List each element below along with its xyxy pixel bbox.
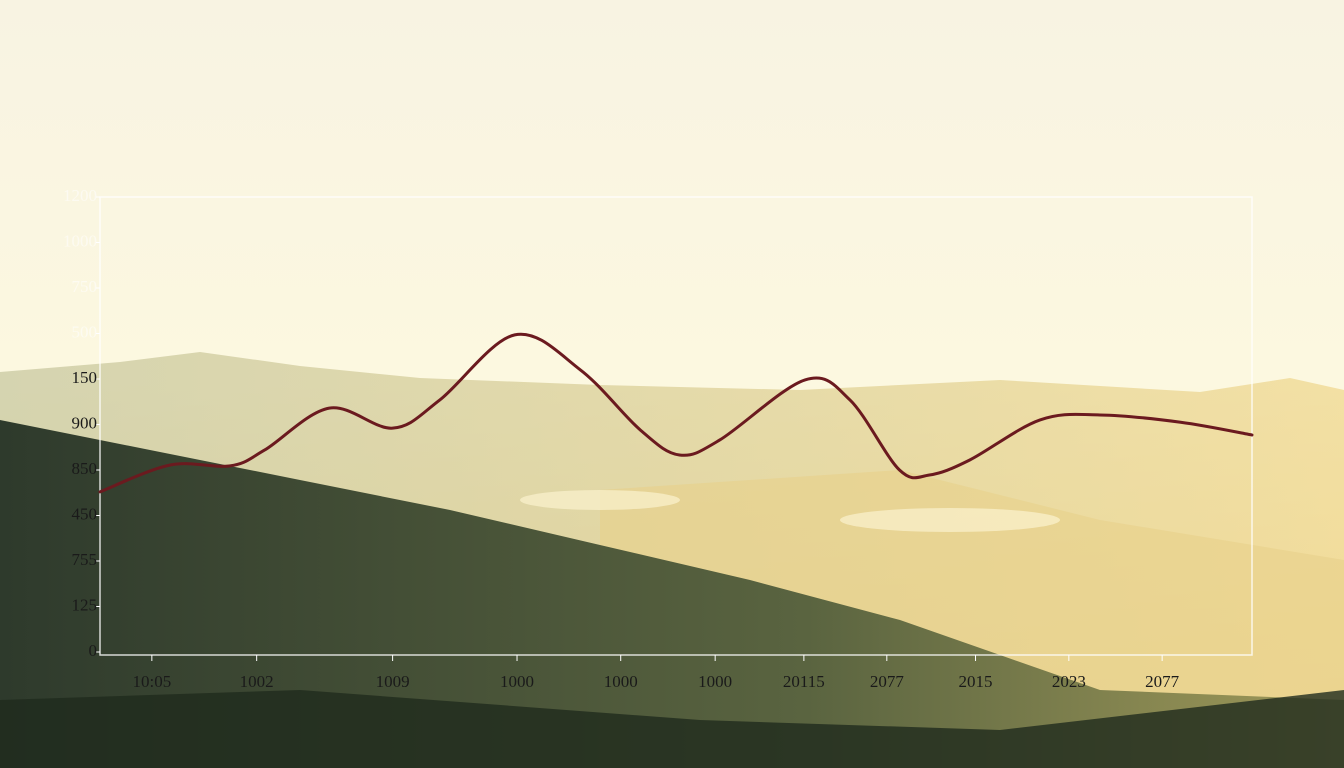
x-tick-label: 20115 <box>783 672 825 691</box>
x-tick-label: 1002 <box>240 672 274 691</box>
y-tick-label: 1200 <box>63 186 97 205</box>
y-tick-label: 125 <box>72 595 98 614</box>
foreground-trees <box>0 690 1344 768</box>
x-tick-label: 1000 <box>604 672 638 691</box>
y-tick-label: 500 <box>72 322 98 341</box>
y-tick-label: 0 <box>89 641 98 660</box>
x-tick-label: 2023 <box>1052 672 1086 691</box>
lake <box>840 508 1060 532</box>
x-tick-label: 10:05 <box>132 672 171 691</box>
y-tick-label: 1000 <box>63 231 97 250</box>
y-tick-label: 755 <box>72 550 98 569</box>
x-tick-label: 2077 <box>1145 672 1180 691</box>
forest-hill <box>0 420 1344 768</box>
x-tick-label: 1009 <box>376 672 410 691</box>
x-tick-label: 2015 <box>959 672 993 691</box>
lake <box>520 490 680 510</box>
y-tick-label: 850 <box>72 459 98 478</box>
x-tick-label: 2077 <box>870 672 905 691</box>
x-tick-label: 1000 <box>500 672 534 691</box>
y-tick-label: 900 <box>72 413 98 432</box>
y-tick-label: 150 <box>72 368 98 387</box>
y-tick-label: 750 <box>72 277 98 296</box>
plot-frame <box>99 196 1253 656</box>
x-tick-label: 1000 <box>698 672 732 691</box>
y-tick-label: 450 <box>72 504 98 523</box>
line <box>98 332 1254 494</box>
